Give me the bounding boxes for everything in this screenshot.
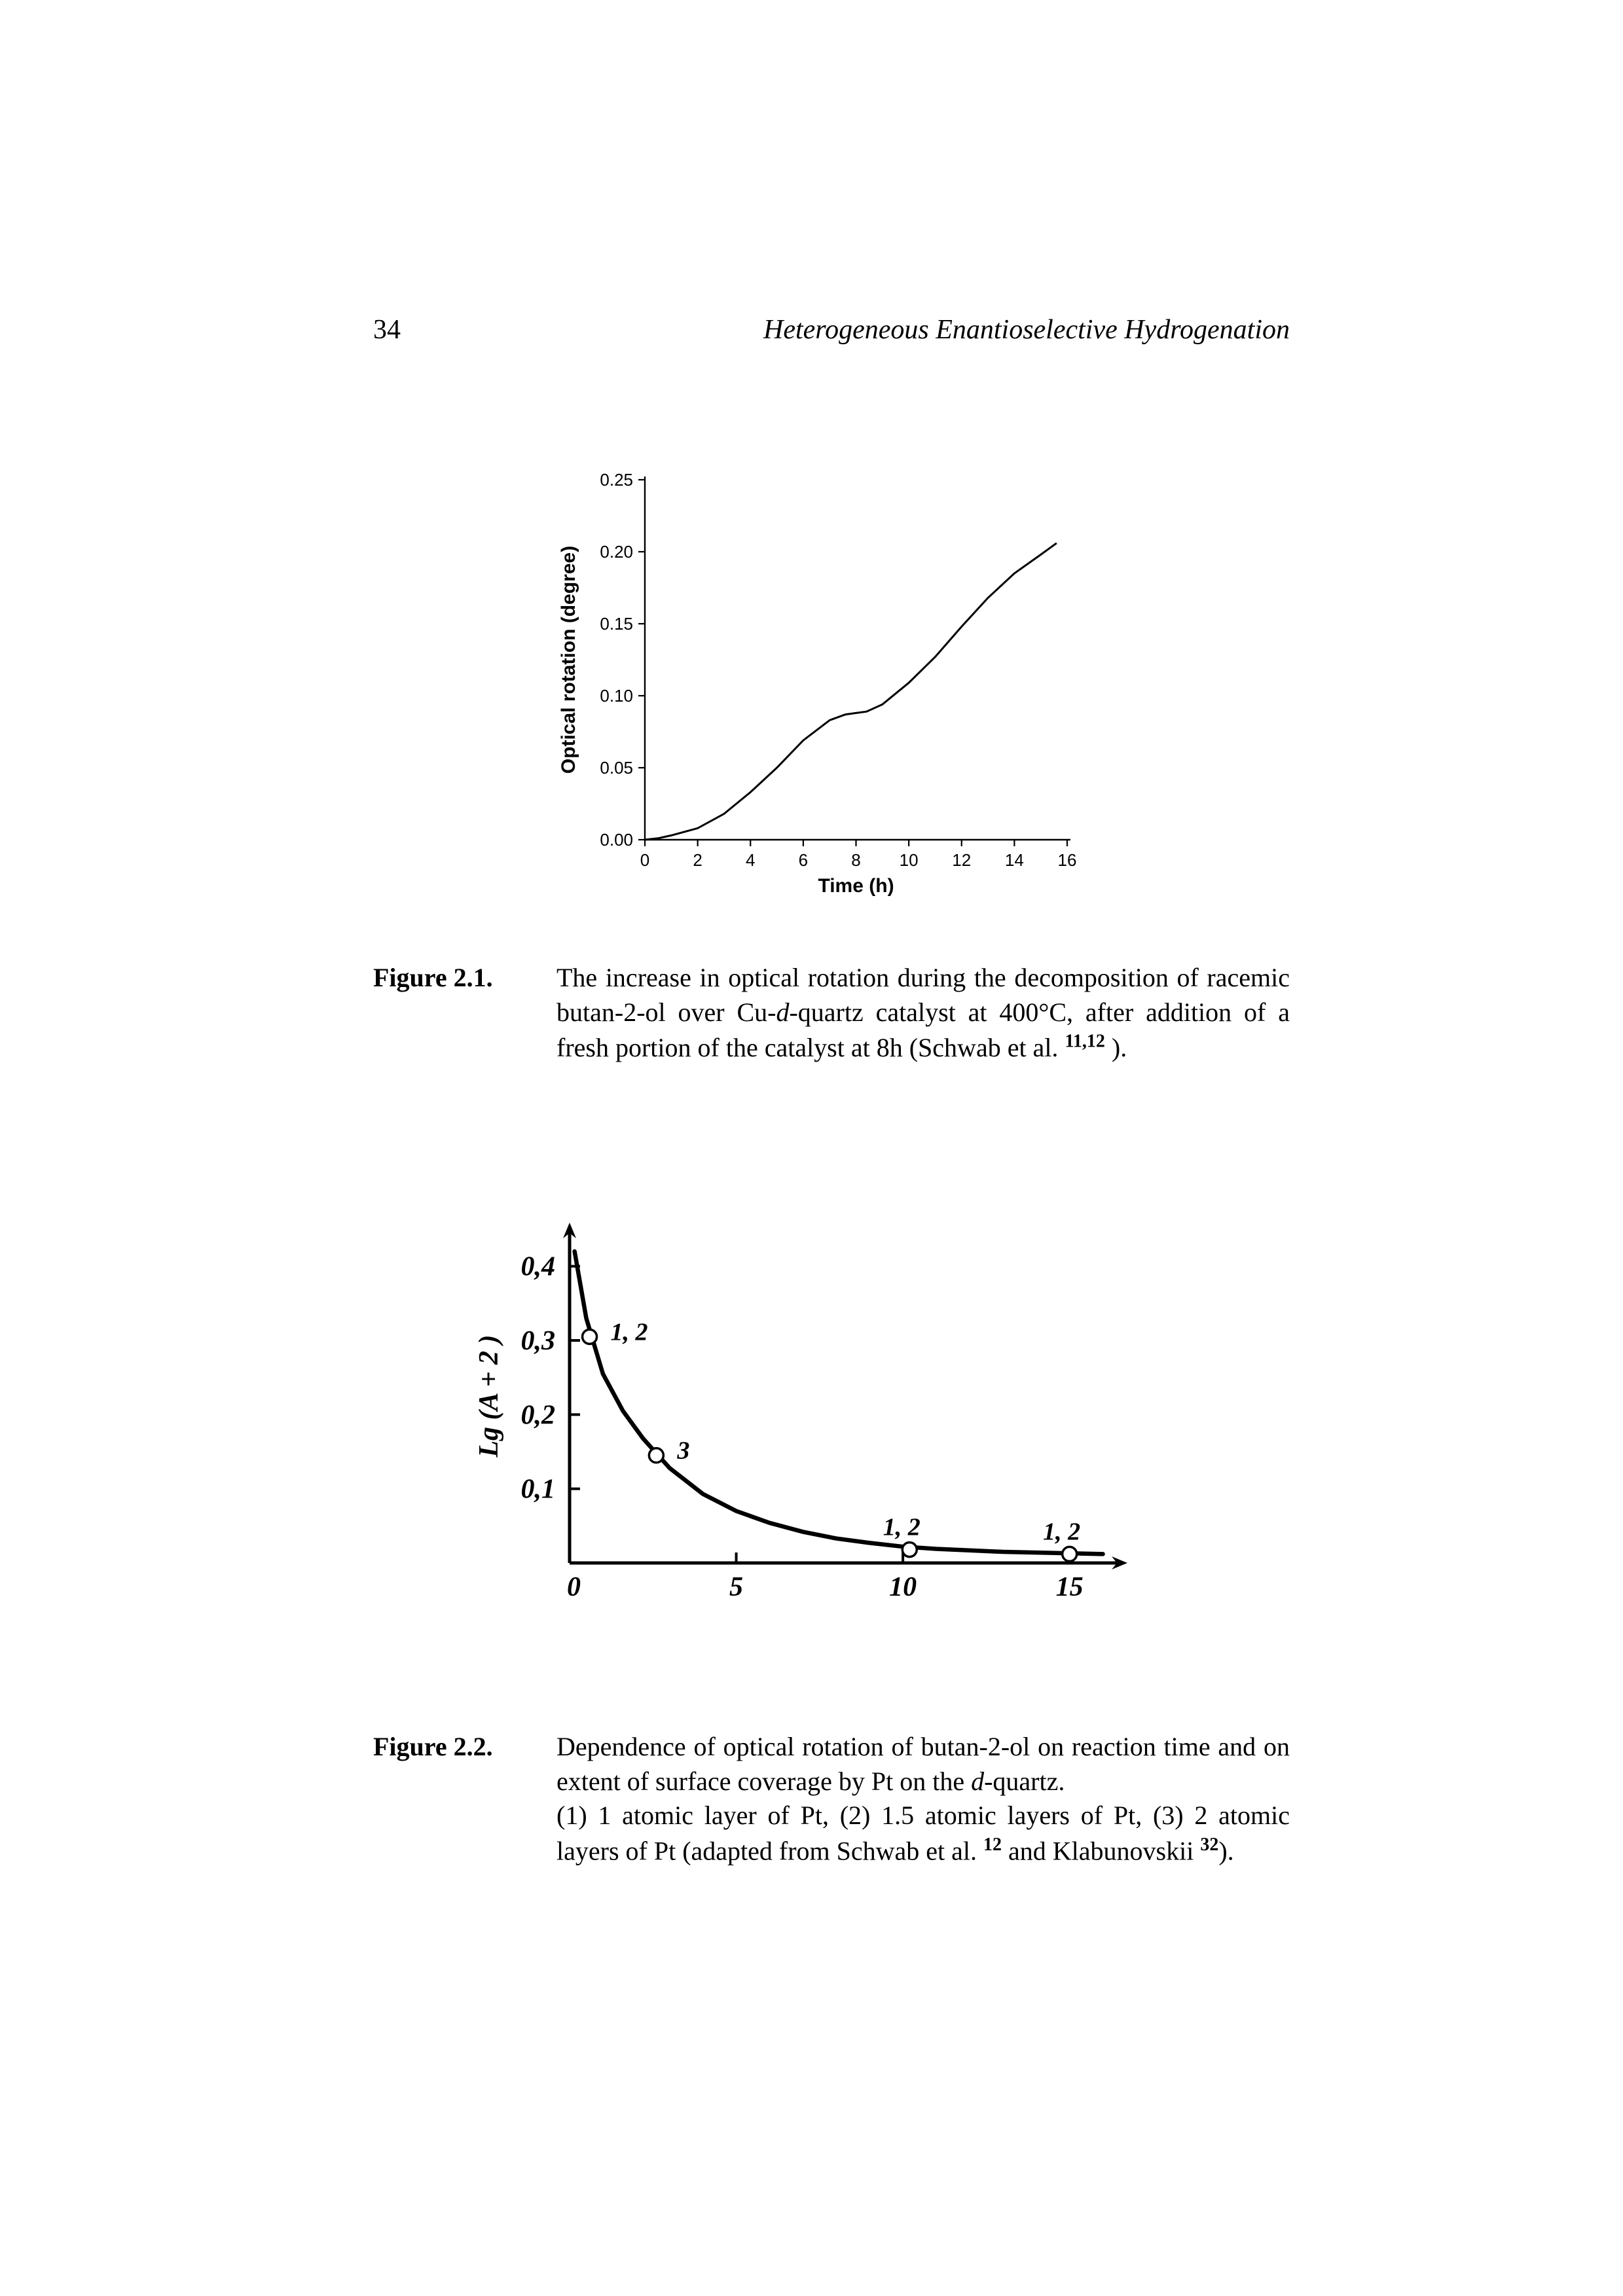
svg-text:0,3: 0,3 bbox=[521, 1326, 556, 1356]
svg-text:0,1: 0,1 bbox=[521, 1474, 556, 1504]
svg-text:0.25: 0.25 bbox=[600, 470, 633, 490]
svg-text:0.20: 0.20 bbox=[600, 542, 633, 562]
running-title: Heterogeneous Enantioselective Hydrogena… bbox=[763, 314, 1290, 346]
caption-body: The increase in optical rotation during … bbox=[556, 961, 1290, 1066]
svg-text:1, 2: 1, 2 bbox=[611, 1318, 648, 1346]
svg-text:Time (h): Time (h) bbox=[818, 875, 894, 897]
svg-text:3: 3 bbox=[676, 1437, 689, 1464]
svg-text:4: 4 bbox=[746, 850, 755, 870]
svg-text:5: 5 bbox=[729, 1572, 743, 1602]
running-header: 34 Heterogeneous Enantioselective Hydrog… bbox=[373, 314, 1290, 346]
figure-2-1-chart: 0 2 4 6 8 10 12 14 16 0.00 0.05 0.10 0.15 0.20 0.25 Tim… bbox=[550, 460, 1087, 905]
figure-2-1-caption: Figure 2.1. The increase in optical rota… bbox=[373, 961, 1290, 1066]
caption-label: Figure 2.2. bbox=[373, 1730, 527, 1869]
svg-text:0: 0 bbox=[640, 850, 649, 870]
svg-text:0.10: 0.10 bbox=[600, 686, 633, 706]
svg-text:6: 6 bbox=[799, 850, 808, 870]
chart-1-svg: 0 2 4 6 8 10 12 14 16 0.00 0.05 0.10 0.15 0.20 0.25 Tim… bbox=[550, 460, 1087, 905]
figure-2-2-caption: Figure 2.2. Dependence of optical rotati… bbox=[373, 1730, 1290, 1869]
svg-text:10: 10 bbox=[889, 1572, 917, 1602]
svg-text:1, 2: 1, 2 bbox=[1043, 1518, 1080, 1545]
svg-text:10: 10 bbox=[900, 850, 919, 870]
svg-text:0.15: 0.15 bbox=[600, 614, 633, 634]
svg-text:14: 14 bbox=[1005, 850, 1024, 870]
caption-body: Dependence of optical rotation of butan-… bbox=[556, 1730, 1290, 1869]
svg-text:Optical rotation (degree): Optical rotation (degree) bbox=[558, 546, 579, 774]
svg-text:Lg (A + 2 ): Lg (A + 2 ) bbox=[474, 1335, 504, 1458]
caption-label: Figure 2.1. bbox=[373, 961, 527, 1066]
svg-text:2: 2 bbox=[693, 850, 702, 870]
svg-text:15: 15 bbox=[1056, 1572, 1084, 1602]
figure-2-2-chart: 0 5 10 15 0,1 0,2 0,3 0,4 Lg (A + 2 ) 1, 2 3 1, 2 1,… bbox=[458, 1216, 1152, 1622]
page-number: 34 bbox=[373, 314, 401, 346]
svg-text:1, 2: 1, 2 bbox=[883, 1513, 921, 1541]
svg-text:0.00: 0.00 bbox=[600, 830, 633, 850]
svg-text:16: 16 bbox=[1058, 850, 1077, 870]
svg-text:8: 8 bbox=[851, 850, 860, 870]
svg-text:12: 12 bbox=[952, 850, 971, 870]
svg-text:0,4: 0,4 bbox=[521, 1251, 556, 1282]
chart-2-svg: 0 5 10 15 0,1 0,2 0,3 0,4 Lg (A + 2 ) 1, 2 3 1, 2 1,… bbox=[458, 1216, 1152, 1622]
svg-text:0.05: 0.05 bbox=[600, 758, 633, 778]
svg-text:0: 0 bbox=[567, 1572, 581, 1602]
svg-text:0,2: 0,2 bbox=[521, 1400, 556, 1430]
